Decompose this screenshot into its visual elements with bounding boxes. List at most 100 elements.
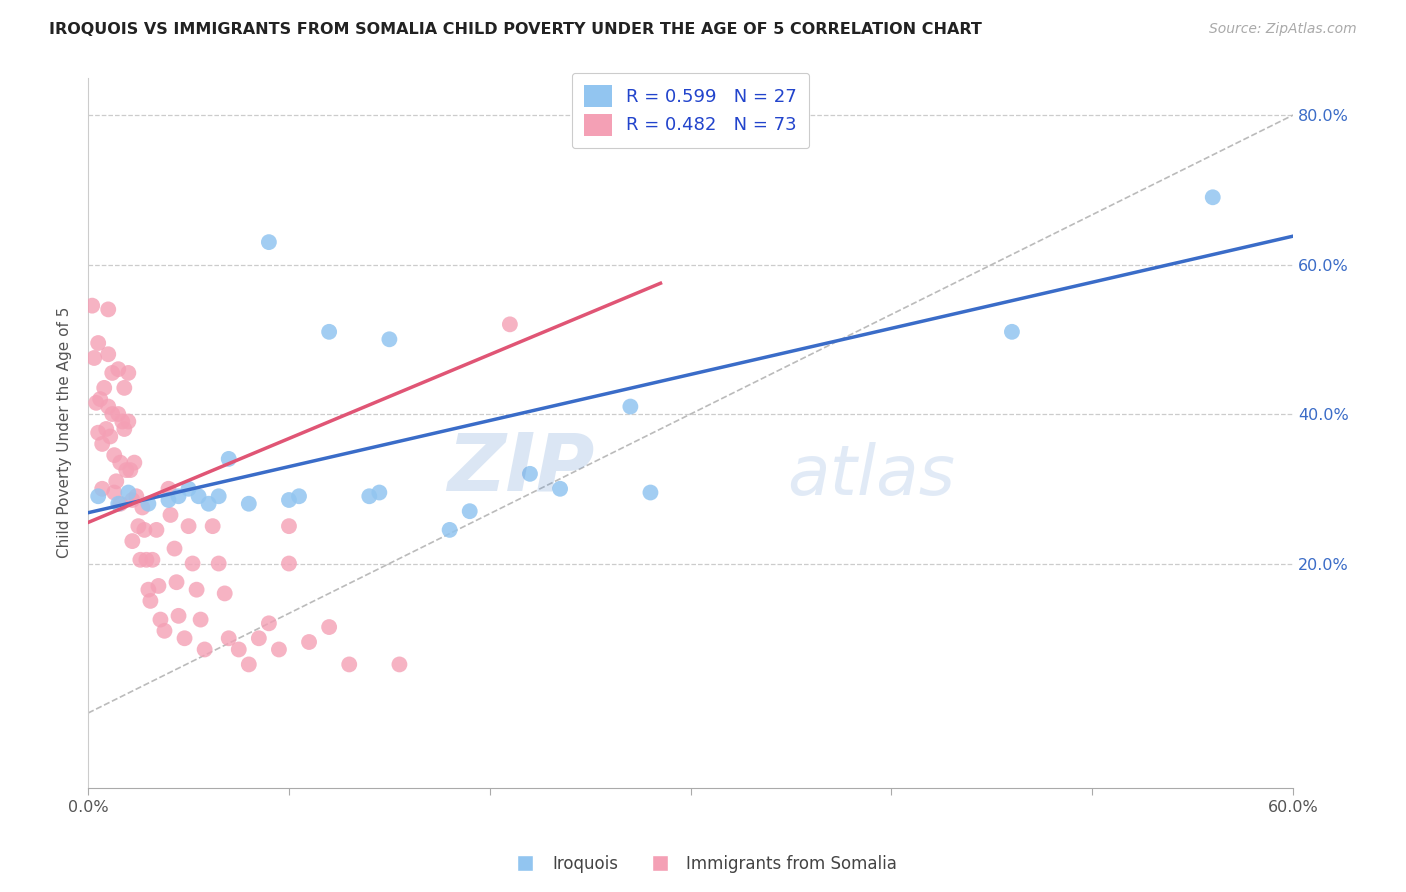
- Point: [112, 381, 135, 395]
- Point: [107, 407, 129, 421]
- Point: [519, 467, 541, 481]
- Point: [166, 575, 188, 590]
- Point: [101, 407, 124, 421]
- Point: [167, 489, 190, 503]
- Point: [103, 485, 125, 500]
- Point: [181, 557, 204, 571]
- Point: [117, 366, 139, 380]
- Y-axis label: Child Poverty Under the Age of 5: Child Poverty Under the Age of 5: [58, 307, 72, 558]
- Point: [318, 325, 340, 339]
- Point: [1001, 325, 1024, 339]
- Point: [91, 437, 114, 451]
- Point: [208, 489, 231, 503]
- Point: [138, 497, 160, 511]
- Point: [83, 351, 105, 365]
- Point: [439, 523, 461, 537]
- Point: [278, 519, 301, 533]
- Point: [177, 482, 200, 496]
- Point: [267, 642, 290, 657]
- Point: [173, 632, 195, 646]
- Point: [159, 508, 181, 522]
- Point: [87, 336, 110, 351]
- Point: [117, 415, 139, 429]
- Point: [257, 616, 280, 631]
- Point: [499, 318, 522, 332]
- Point: [228, 642, 250, 657]
- Point: [135, 553, 157, 567]
- Point: [337, 657, 360, 672]
- Point: [288, 489, 311, 503]
- Point: [187, 489, 209, 503]
- Legend: Iroquois, Immigrants from Somalia: Iroquois, Immigrants from Somalia: [502, 848, 904, 880]
- Point: [110, 456, 132, 470]
- Point: [107, 497, 129, 511]
- Point: [103, 448, 125, 462]
- Point: [298, 635, 321, 649]
- Point: [87, 489, 110, 503]
- Point: [134, 523, 156, 537]
- Point: [107, 362, 129, 376]
- Point: [82, 299, 104, 313]
- Point: [148, 579, 170, 593]
- Point: [127, 519, 149, 533]
- Point: [201, 519, 224, 533]
- Point: [548, 482, 571, 496]
- Point: [167, 608, 190, 623]
- Point: [149, 613, 172, 627]
- Point: [247, 632, 270, 646]
- Point: [238, 497, 260, 511]
- Point: [186, 582, 208, 597]
- Point: [97, 302, 120, 317]
- Point: [177, 519, 200, 533]
- Point: [157, 482, 180, 496]
- Point: [218, 451, 240, 466]
- Point: [96, 422, 118, 436]
- Point: [117, 485, 139, 500]
- Point: [359, 489, 381, 503]
- Legend: R = 0.599   N = 27, R = 0.482   N = 73: R = 0.599 N = 27, R = 0.482 N = 73: [572, 72, 810, 148]
- Point: [190, 613, 212, 627]
- Point: [110, 497, 132, 511]
- Point: [97, 400, 120, 414]
- Point: [105, 475, 128, 489]
- Point: [87, 425, 110, 440]
- Point: [98, 429, 121, 443]
- Point: [208, 557, 231, 571]
- Point: [157, 493, 180, 508]
- Point: [138, 582, 160, 597]
- Point: [238, 657, 260, 672]
- Point: [257, 235, 280, 249]
- Point: [278, 557, 301, 571]
- Point: [145, 523, 167, 537]
- Point: [120, 463, 142, 477]
- Point: [91, 482, 114, 496]
- Text: ZIP: ZIP: [447, 429, 595, 508]
- Text: IROQUOIS VS IMMIGRANTS FROM SOMALIA CHILD POVERTY UNDER THE AGE OF 5 CORRELATION: IROQUOIS VS IMMIGRANTS FROM SOMALIA CHIL…: [49, 22, 981, 37]
- Text: Source: ZipAtlas.com: Source: ZipAtlas.com: [1209, 22, 1357, 37]
- Point: [101, 366, 124, 380]
- Point: [278, 493, 301, 508]
- Point: [378, 332, 401, 346]
- Point: [129, 553, 152, 567]
- Point: [1202, 190, 1225, 204]
- Point: [163, 541, 186, 556]
- Text: atlas: atlas: [787, 442, 955, 508]
- Point: [218, 632, 240, 646]
- Point: [139, 594, 162, 608]
- Point: [115, 463, 138, 477]
- Point: [458, 504, 481, 518]
- Point: [124, 456, 146, 470]
- Point: [318, 620, 340, 634]
- Point: [153, 624, 176, 638]
- Point: [125, 489, 148, 503]
- Point: [141, 553, 163, 567]
- Point: [368, 485, 391, 500]
- Point: [640, 485, 662, 500]
- Point: [112, 422, 135, 436]
- Point: [619, 400, 641, 414]
- Point: [93, 381, 115, 395]
- Point: [84, 396, 107, 410]
- Point: [214, 586, 236, 600]
- Point: [131, 500, 153, 515]
- Point: [97, 347, 120, 361]
